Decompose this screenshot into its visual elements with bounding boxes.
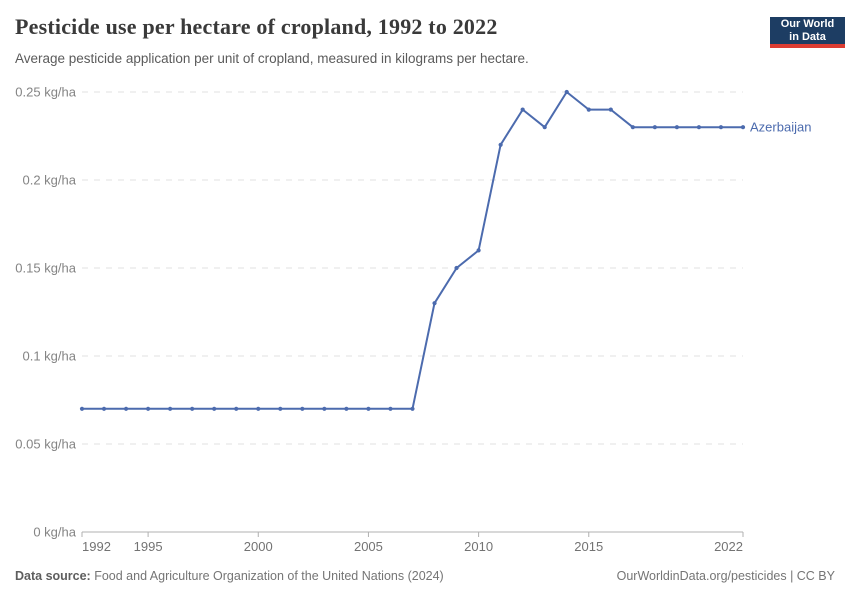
owid-logo-line2: in Data xyxy=(789,30,826,43)
data-point xyxy=(432,301,437,306)
owid-logo[interactable]: Our World in Data xyxy=(770,17,845,48)
data-line xyxy=(81,91,744,410)
x-axis-tick-label: 1992 xyxy=(82,539,111,554)
y-axis-tick-label: 0.1 kg/ha xyxy=(23,349,77,364)
data-point xyxy=(652,125,657,130)
data-point xyxy=(123,406,129,411)
y-axis-tick-label: 0.05 kg/ha xyxy=(15,437,76,452)
data-point xyxy=(234,406,239,411)
data-point xyxy=(101,406,107,411)
data-point xyxy=(608,107,613,112)
data-point xyxy=(630,125,635,130)
data-point xyxy=(542,125,547,130)
data-point xyxy=(388,406,393,411)
x-axis-tick-label: 1995 xyxy=(134,539,163,554)
credit-link[interactable]: OurWorldinData.org/pesticides | CC BY xyxy=(616,569,835,583)
data-point xyxy=(278,406,283,411)
data-point xyxy=(212,406,217,411)
data-point xyxy=(344,406,349,411)
x-axis-tick-label: 2015 xyxy=(574,539,603,554)
data-point xyxy=(454,265,459,271)
chart-footer: Data source: Food and Agriculture Organi… xyxy=(15,569,835,583)
y-axis-tick-label: 0.2 kg/ha xyxy=(23,173,77,188)
x-axis-tick-label: 2022 xyxy=(714,539,743,554)
data-point xyxy=(410,406,415,411)
data-point xyxy=(79,406,85,411)
data-point xyxy=(476,248,481,253)
data-point xyxy=(718,125,724,130)
data-point xyxy=(146,406,151,411)
data-point xyxy=(498,142,503,147)
data-point xyxy=(366,406,371,411)
data-point xyxy=(586,107,591,112)
data-point xyxy=(190,406,195,411)
data-point xyxy=(740,125,746,130)
data-point xyxy=(300,406,305,411)
y-axis-tick-label: 0.15 kg/ha xyxy=(15,261,76,276)
data-point xyxy=(520,107,525,112)
series-entity-label[interactable]: Azerbaijan xyxy=(750,120,811,135)
data-source-note: Data source: Food and Agriculture Organi… xyxy=(15,569,444,583)
data-point xyxy=(564,89,569,95)
owid-logo-line1: Our World xyxy=(780,17,835,30)
data-point xyxy=(674,125,680,130)
y-axis-tick-label: 0 kg/ha xyxy=(33,525,76,540)
data-point xyxy=(696,125,702,130)
data-point xyxy=(168,406,173,411)
chart-subtitle: Average pesticide application per unit o… xyxy=(15,51,529,66)
x-axis-tick-label: 2010 xyxy=(464,539,493,554)
data-source-label: Data source: xyxy=(15,569,91,583)
data-point xyxy=(256,406,261,411)
data-source-text: Food and Agriculture Organization of the… xyxy=(90,569,444,583)
x-axis-tick-label: 2000 xyxy=(244,539,273,554)
chart-title: Pesticide use per hectare of cropland, 1… xyxy=(15,14,498,39)
y-axis-tick-label: 0.25 kg/ha xyxy=(15,85,76,100)
data-point xyxy=(322,406,327,411)
x-axis-tick-label: 2005 xyxy=(354,539,383,554)
